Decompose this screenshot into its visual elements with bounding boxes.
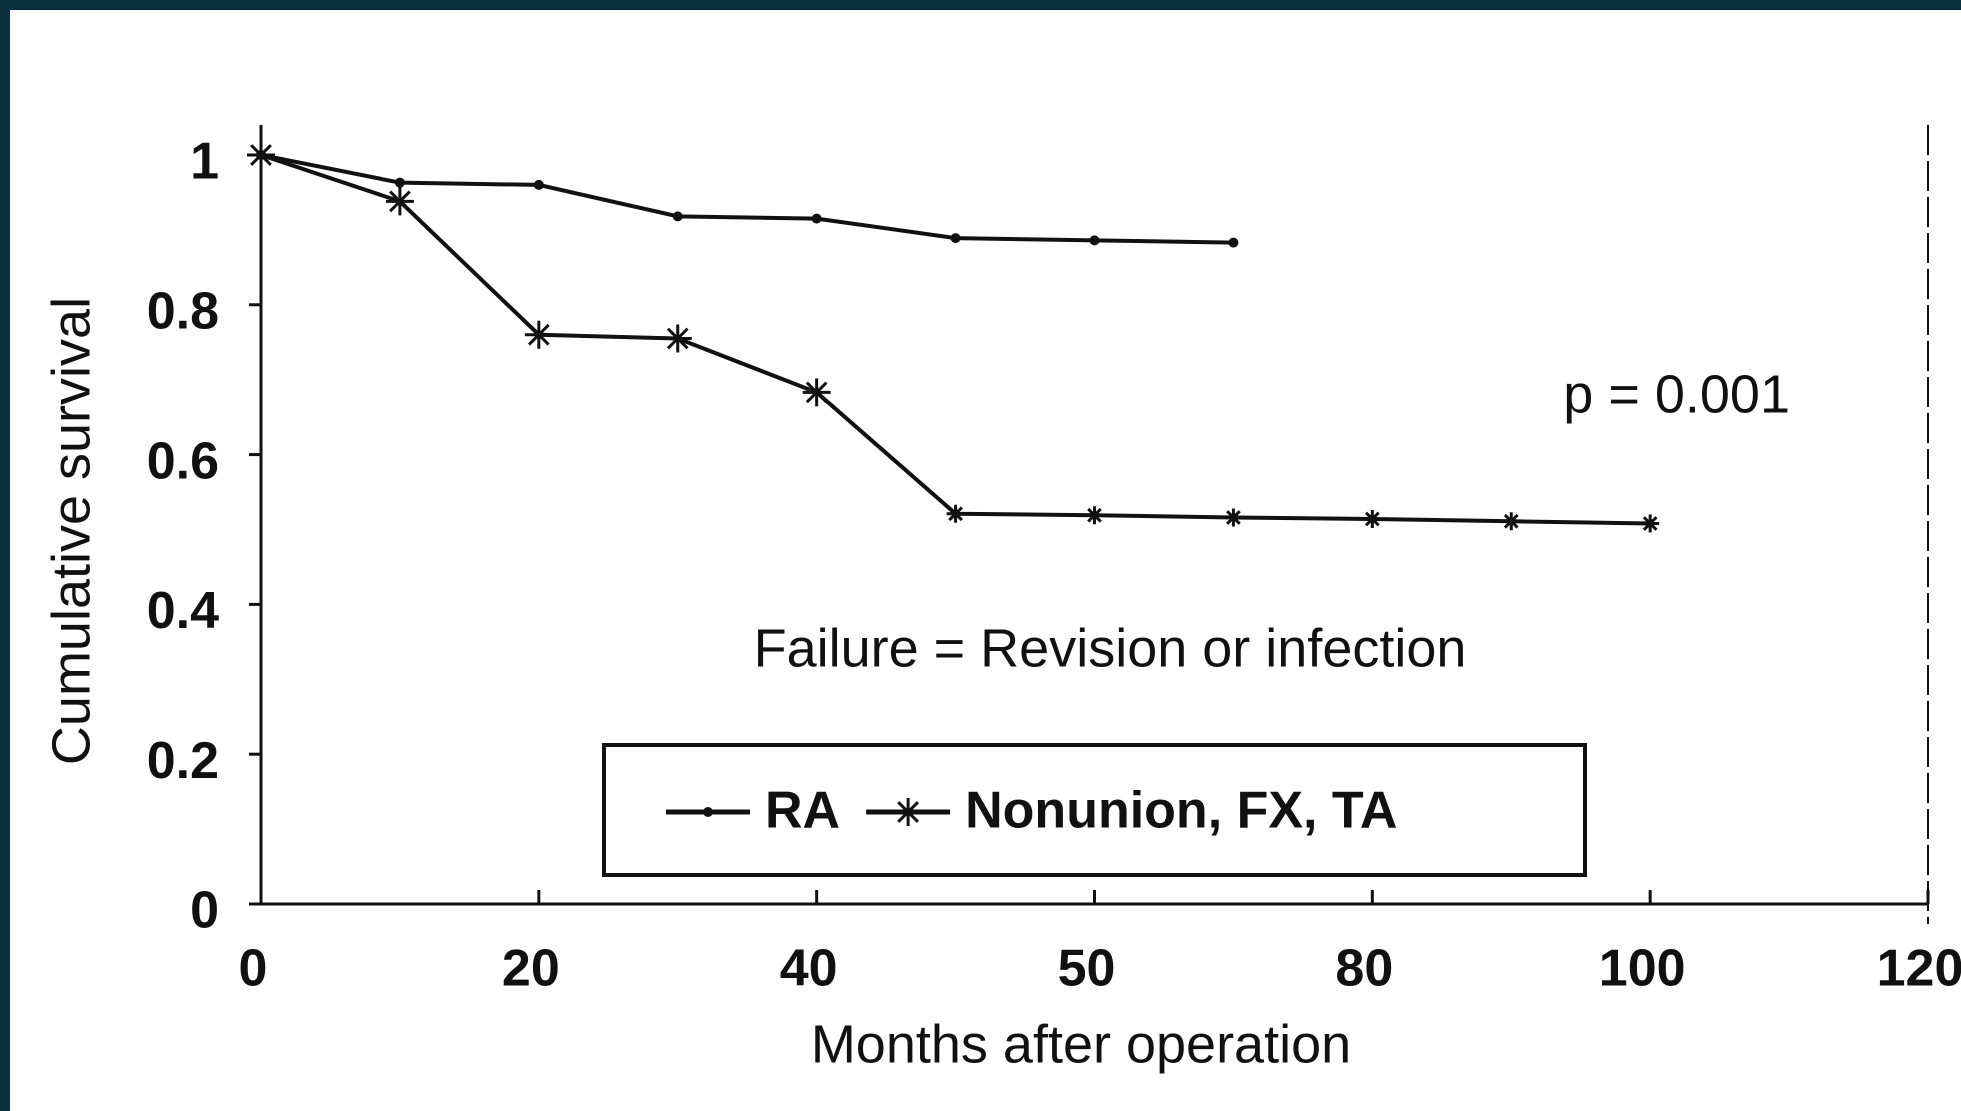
data-point xyxy=(811,213,822,224)
legend-marker xyxy=(894,798,923,826)
x-tick-label: 0 xyxy=(239,940,268,998)
data-point xyxy=(524,320,553,349)
panel xyxy=(10,10,1961,1111)
legend-box xyxy=(602,743,1587,877)
x-tick-label: 100 xyxy=(1599,940,1686,998)
data-point xyxy=(1228,237,1239,248)
y-tick-label: 0.4 xyxy=(147,582,219,640)
x-tick-label: 80 xyxy=(1335,940,1393,998)
x-tick-label: 120 xyxy=(1877,940,1961,998)
data-point xyxy=(394,177,405,188)
x-tick-label: 20 xyxy=(502,940,560,998)
data-point xyxy=(1224,508,1243,527)
data-point xyxy=(950,233,961,244)
y-tick-label: 1 xyxy=(190,133,219,191)
data-point xyxy=(1089,235,1100,246)
data-point xyxy=(802,378,831,407)
data-point xyxy=(1502,512,1521,531)
data-point xyxy=(533,179,544,190)
data-point xyxy=(663,324,692,353)
x-tick-label: 50 xyxy=(1058,940,1116,998)
data-point xyxy=(946,504,965,523)
y-axis-label: Cumulative survival xyxy=(41,297,101,765)
data-point xyxy=(1363,509,1382,528)
legend-marker xyxy=(703,807,713,817)
legend-label: RA xyxy=(765,782,840,840)
y-tick-label: 0.6 xyxy=(147,432,219,490)
x-axis-label: Months after operation xyxy=(811,1014,1351,1074)
failure-note: Failure = Revision or infection xyxy=(754,618,1467,678)
data-point xyxy=(672,211,683,222)
y-tick-label: 0 xyxy=(190,882,219,940)
legend-label: Nonunion, FX, TA xyxy=(965,782,1397,840)
p-value: p = 0.001 xyxy=(1563,364,1790,424)
y-tick-label: 0.2 xyxy=(147,732,219,790)
data-point xyxy=(1085,506,1104,525)
series-line xyxy=(260,153,1234,245)
data-point xyxy=(247,140,275,169)
data-point xyxy=(385,187,414,216)
data-point xyxy=(1641,514,1660,533)
y-tick-label: 0.8 xyxy=(147,283,219,341)
x-tick-label: 40 xyxy=(780,940,838,998)
